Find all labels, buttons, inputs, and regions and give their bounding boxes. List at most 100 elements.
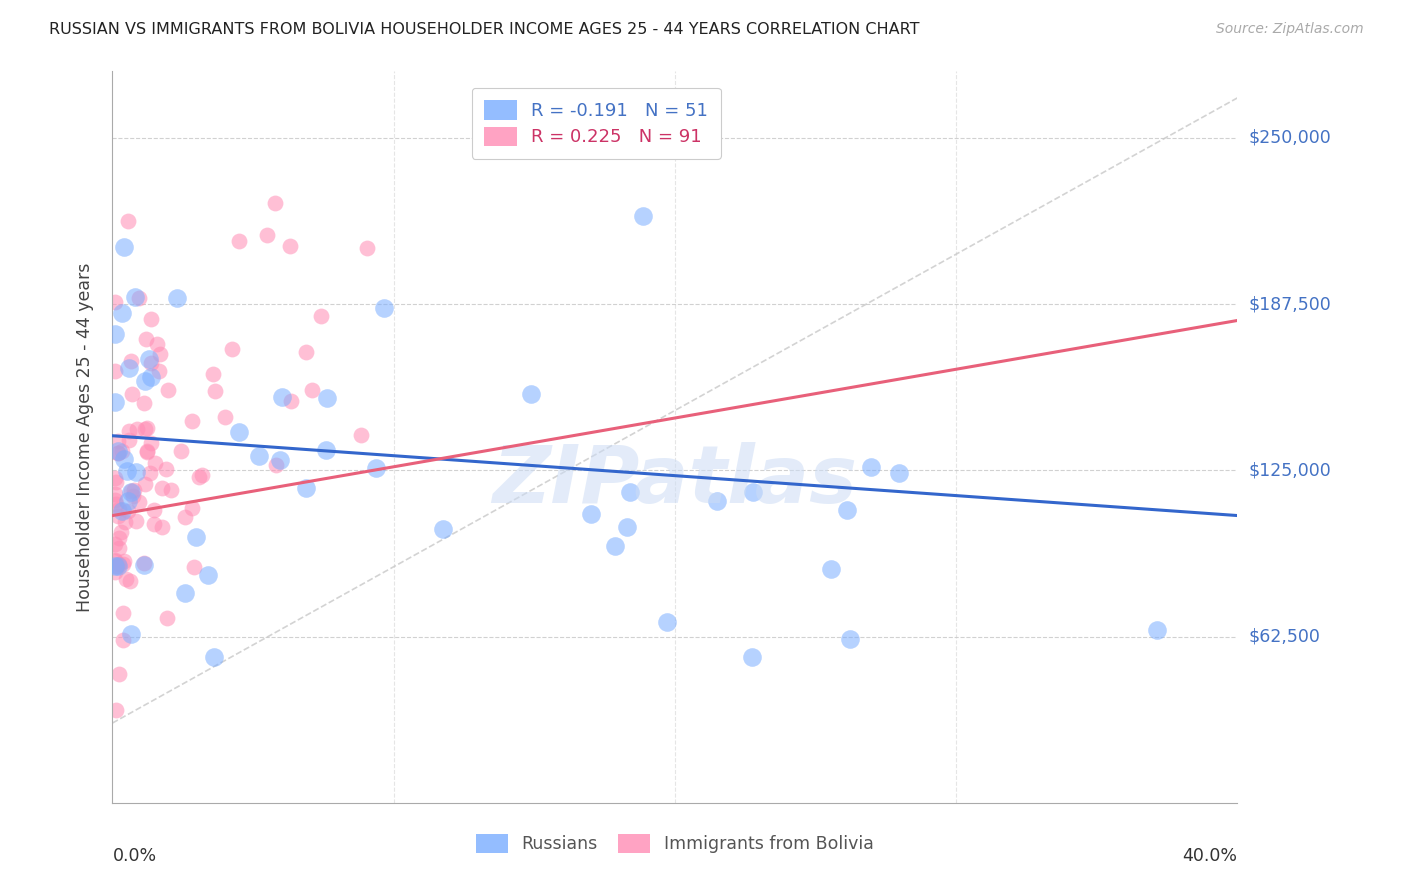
Point: [108, 502, 131, 516]
Point: [221, 342, 243, 356]
Y-axis label: Householder Income Ages 25 - 44 years: Householder Income Ages 25 - 44 years: [76, 262, 94, 612]
Point: [127, 422, 149, 436]
Text: 40.0%: 40.0%: [1182, 847, 1237, 864]
Point: [108, 557, 131, 571]
Text: $125,000: $125,000: [1249, 461, 1331, 479]
Point: [190, 468, 212, 483]
Point: [280, 239, 302, 253]
Point: [122, 483, 145, 497]
Point: [204, 384, 226, 398]
Point: [706, 493, 728, 508]
Point: [120, 483, 142, 498]
Point: [173, 586, 195, 600]
Point: [197, 568, 219, 582]
Point: [125, 465, 148, 479]
Point: [111, 503, 134, 517]
Point: [519, 387, 541, 401]
Point: [139, 356, 162, 370]
Point: [619, 484, 641, 499]
Point: [135, 421, 157, 435]
Point: [104, 537, 127, 551]
Point: [160, 483, 183, 498]
Point: [138, 351, 160, 366]
Point: [104, 566, 127, 580]
Point: [107, 434, 129, 448]
Legend: Russians, Immigrants from Bolivia: Russians, Immigrants from Bolivia: [470, 827, 880, 860]
Point: [139, 466, 162, 480]
Point: [149, 347, 172, 361]
Point: [1146, 624, 1168, 638]
Point: [114, 515, 136, 529]
Point: [184, 530, 207, 544]
Point: [104, 558, 127, 573]
Point: [111, 444, 134, 458]
Point: [838, 632, 860, 646]
Point: [104, 487, 127, 501]
Point: [112, 452, 135, 467]
Point: [187, 470, 209, 484]
Point: [120, 626, 142, 640]
Point: [280, 393, 302, 408]
Point: [316, 391, 339, 405]
Point: [117, 504, 139, 518]
Point: [108, 667, 131, 681]
Point: [166, 291, 188, 305]
Point: [366, 460, 388, 475]
Point: [170, 443, 193, 458]
Point: [104, 471, 127, 485]
Point: [579, 507, 602, 521]
Point: [104, 554, 127, 568]
Point: [741, 484, 763, 499]
Point: [155, 461, 177, 475]
Point: [124, 290, 146, 304]
Point: [181, 415, 204, 429]
Point: [120, 574, 142, 588]
Point: [820, 562, 842, 576]
Point: [139, 370, 162, 384]
Point: [350, 427, 373, 442]
Point: [118, 361, 141, 376]
Text: ZIPatlas: ZIPatlas: [492, 442, 858, 520]
Point: [295, 345, 318, 359]
Point: [115, 464, 138, 478]
Point: [156, 611, 179, 625]
Point: [139, 312, 162, 326]
Point: [143, 456, 166, 470]
Point: [311, 310, 333, 324]
Point: [264, 458, 287, 472]
Point: [107, 559, 129, 574]
Point: [887, 466, 910, 480]
Point: [631, 209, 654, 223]
Point: [139, 436, 162, 450]
Point: [150, 520, 173, 534]
Point: [104, 703, 127, 717]
Point: [247, 449, 270, 463]
Point: [134, 476, 156, 491]
Text: $187,500: $187,500: [1249, 295, 1331, 313]
Point: [122, 489, 145, 503]
Point: [143, 516, 166, 531]
Point: [112, 554, 135, 568]
Point: [132, 557, 155, 571]
Point: [315, 442, 337, 457]
Point: [105, 497, 128, 511]
Point: [112, 606, 135, 620]
Point: [256, 227, 278, 242]
Point: [655, 615, 678, 630]
Point: [115, 572, 138, 586]
Point: [134, 395, 156, 409]
Point: [201, 367, 224, 381]
Point: [135, 443, 157, 458]
Text: $62,500: $62,500: [1249, 628, 1320, 646]
Point: [373, 301, 395, 315]
Point: [605, 539, 627, 553]
Point: [228, 425, 250, 440]
Point: [859, 460, 882, 475]
Point: [264, 195, 287, 210]
Point: [107, 531, 129, 545]
Point: [118, 424, 141, 438]
Point: [173, 510, 195, 524]
Point: [112, 632, 135, 647]
Point: [616, 520, 638, 534]
Point: [134, 375, 156, 389]
